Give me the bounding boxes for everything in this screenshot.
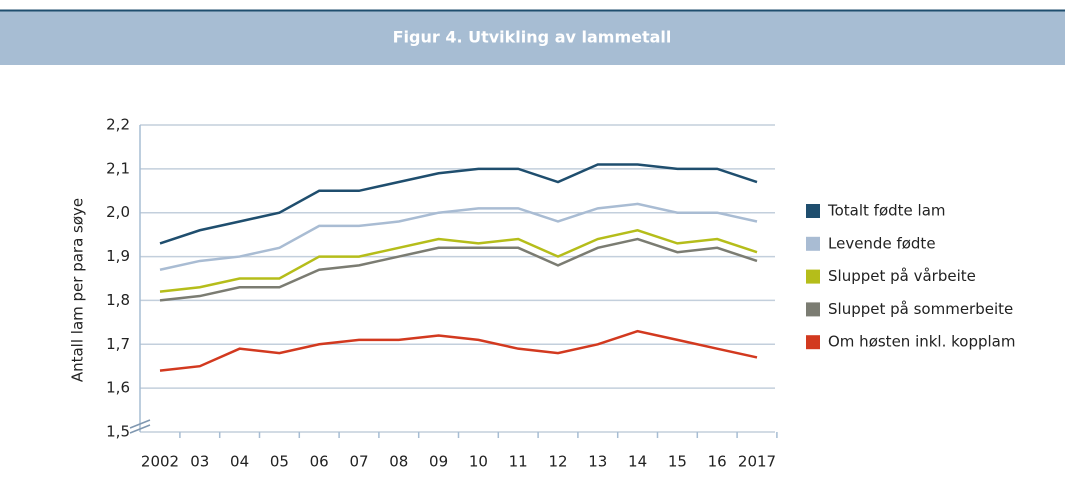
y-tick-label: 2,0 (106, 203, 130, 221)
x-tick-label: 13 (588, 453, 607, 471)
series-line (159, 163, 758, 245)
x-tick-label: 10 (469, 453, 488, 471)
x-tick-label: 11 (509, 453, 528, 471)
legend-swatch (806, 204, 820, 218)
series-line (159, 329, 758, 372)
legend-swatch (806, 335, 820, 350)
legend-swatch (806, 236, 820, 251)
x-tick-label: 12 (548, 453, 567, 471)
x-tick-label: 15 (668, 453, 687, 471)
chart-title: Figur 4. Utvikling av lammetall (393, 28, 672, 47)
y-tick-label: 1,6 (106, 379, 130, 397)
title-banner (0, 10, 1065, 65)
axis-break (129, 419, 151, 434)
legend-label: Totalt fødte lam (827, 202, 946, 220)
x-tick-label: 03 (190, 453, 209, 471)
legend-swatch (806, 269, 820, 284)
legend-label: Sluppet på sommerbeite (828, 300, 1013, 318)
series-line (159, 202, 758, 271)
x-tick-label: 09 (429, 453, 448, 471)
x-tick-label: 05 (270, 453, 289, 471)
x-tick-label: 06 (310, 453, 329, 471)
y-tick-label: 1,5 (106, 423, 130, 441)
legend-swatch (806, 302, 820, 317)
x-tick-label: 08 (389, 453, 408, 471)
x-tick-label: 2017 (738, 453, 776, 471)
y-tick-label: 2,1 (106, 159, 130, 177)
legend-label: Sluppet på vårbeite (828, 267, 976, 285)
legend-label: Levende fødte (828, 234, 936, 252)
y-tick-label: 1,9 (106, 247, 130, 265)
x-tick-label: 04 (230, 453, 249, 471)
x-tick-label: 07 (349, 453, 368, 471)
legend-label: Om høsten inkl. kopplam (828, 333, 1015, 351)
y-axis-label: Antall lam per para søye (69, 198, 87, 382)
y-tick-label: 1,7 (106, 335, 130, 353)
series-line (159, 228, 758, 293)
series-line (159, 237, 758, 302)
y-tick-label: 2,2 (106, 116, 130, 134)
x-tick-label: 16 (708, 453, 727, 471)
y-tick-label: 1,8 (106, 291, 130, 309)
x-tick-label: 14 (628, 453, 647, 471)
x-tick-label: 2002 (141, 453, 179, 471)
